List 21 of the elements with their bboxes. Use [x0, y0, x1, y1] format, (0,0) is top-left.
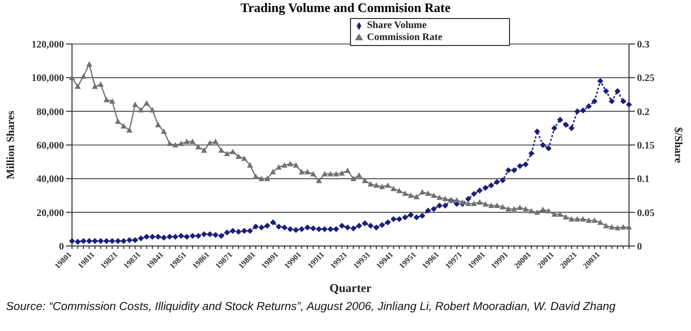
y2-tick-label: 0: [637, 242, 642, 253]
y-tick-label: 0: [59, 242, 64, 253]
source-note: Source: “Commission Costs, Illiquidity and Stock Returns”, August 2006, Jinliang Li, Robert Mooradian, W. David Zhang: [6, 300, 617, 314]
legend-label: Share Volume: [367, 20, 427, 31]
legend-label: Commission Rate: [367, 32, 442, 43]
y2-tick-label: 0.05: [637, 208, 654, 219]
y-axis-title: Million Shares: [4, 110, 17, 180]
x-axis-title: Quarter: [330, 281, 372, 295]
y2-tick-label: 0.2: [637, 106, 650, 118]
y-tick-label: 80,000: [36, 106, 64, 118]
y-tick-label: 20,000: [36, 208, 64, 219]
chart-title: Trading Volume and Commision Rate: [240, 0, 452, 16]
y-tick-label: 100,000: [32, 73, 64, 84]
y2-tick-label: 0.1: [637, 174, 650, 186]
y2-axis-title: $/Share: [672, 127, 684, 164]
y-tick-label: 40,000: [36, 174, 64, 186]
y-tick-label: 120,000: [32, 40, 64, 51]
y-tick-label: 60,000: [36, 140, 64, 152]
y2-tick-label: 0.15: [637, 140, 654, 152]
y2-tick-label: 0.3: [637, 40, 650, 51]
y2-tick-label: 0.25: [637, 73, 654, 84]
